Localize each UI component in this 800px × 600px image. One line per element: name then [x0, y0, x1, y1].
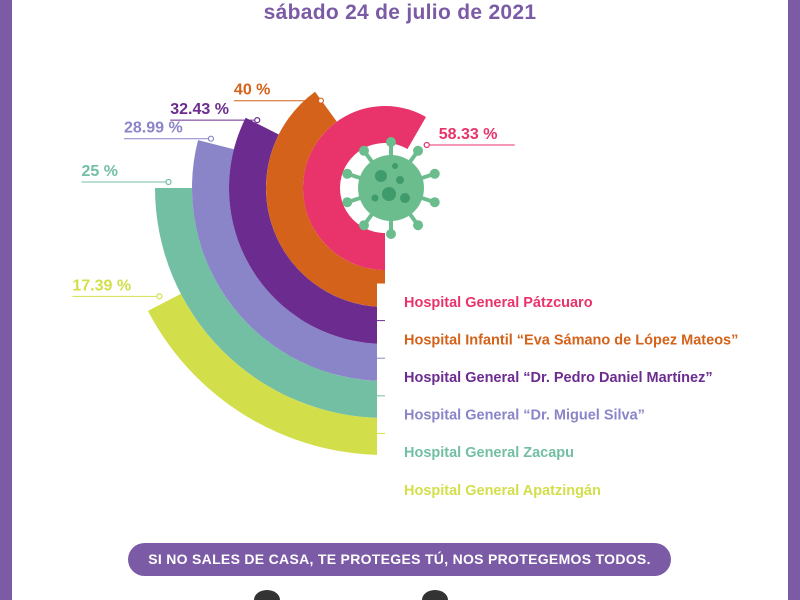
- virus-spike-tip: [413, 220, 424, 231]
- virus-spot: [382, 187, 396, 201]
- row-panel: [385, 320, 785, 359]
- row-tab: [377, 471, 385, 509]
- leader-dot: [423, 141, 430, 149]
- hospital-label-3: Hospital General “Dr. Pedro Daniel Martí…: [404, 370, 713, 386]
- virus-spike-tip: [386, 229, 396, 239]
- left-frame-bar: [0, 0, 12, 600]
- virus-spike-tip: [429, 168, 440, 179]
- virus-spot: [375, 170, 387, 182]
- leader-dot: [207, 135, 215, 142]
- value-label-5: 25 %: [82, 163, 118, 180]
- value-label-4: 28.99 %: [124, 120, 183, 137]
- value-label-6: 17.39 %: [72, 277, 131, 294]
- row-panel: [385, 358, 785, 396]
- hospital-label-6: Hospital General Apatzingán: [404, 483, 601, 499]
- ring-bar-4: [191, 140, 385, 434]
- emblem-icon: [254, 590, 280, 600]
- virus-spike-tip: [358, 220, 369, 231]
- virus-spike-tip: [358, 145, 369, 156]
- row-tab: [377, 358, 385, 396]
- virus-spike-tip: [429, 197, 440, 208]
- ring-bar-5: [155, 188, 385, 471]
- row-tab: [377, 396, 385, 433]
- virus-spot: [396, 176, 404, 184]
- ring-bar-6: [147, 293, 385, 509]
- row-panel: [385, 433, 785, 471]
- hospital-label-4: Hospital General “Dr. Miguel Silva”: [404, 408, 645, 424]
- slogan-banner: SI NO SALES DE CASA, TE PROTEGES TÚ, NOS…: [128, 543, 671, 576]
- row-tab: [377, 321, 385, 358]
- virus-spot: [400, 193, 410, 203]
- ring-bar-3: [228, 117, 385, 396]
- value-label-2: 40 %: [234, 82, 270, 99]
- date-heading: sábado 24 de julio de 2021: [263, 1, 537, 24]
- hospital-label-1: Hospital General Pátzcuaro: [404, 295, 593, 311]
- row-panel: [385, 395, 785, 434]
- row-tab: [377, 283, 385, 321]
- chart-rings: [147, 91, 426, 509]
- value-label-3: 32.43 %: [170, 101, 229, 118]
- virus-spike-tip: [413, 145, 424, 156]
- virus-spot: [371, 194, 379, 202]
- leader-dot: [165, 178, 172, 186]
- virus-spike-tip: [342, 168, 353, 179]
- row-tab: [377, 433, 385, 471]
- ring-bar-2: [266, 91, 385, 359]
- chart-labels: Hospital General Pátzcuaro Hospital Infan…: [72, 82, 785, 509]
- hospital-label-5: Hospital General Zacapu: [404, 445, 574, 461]
- leader-dot: [317, 97, 325, 104]
- footer-emblems: [0, 590, 800, 600]
- right-frame-bar: [788, 0, 800, 600]
- value-label-1: 58.33 %: [439, 126, 498, 143]
- leader-dot: [156, 293, 163, 300]
- ring-bar-1: [303, 106, 426, 321]
- emblem-icon: [422, 590, 448, 600]
- virus-icon: [342, 137, 440, 239]
- row-panel: [385, 471, 785, 509]
- virus-spike-tip: [342, 197, 353, 208]
- virus-spot: [392, 163, 398, 169]
- leader-dot: [254, 117, 261, 124]
- hospital-label-2: Hospital Infantil “Eva Sámano de López M…: [404, 332, 738, 348]
- row-panel: [385, 283, 785, 321]
- virus-spike-tip: [386, 137, 396, 147]
